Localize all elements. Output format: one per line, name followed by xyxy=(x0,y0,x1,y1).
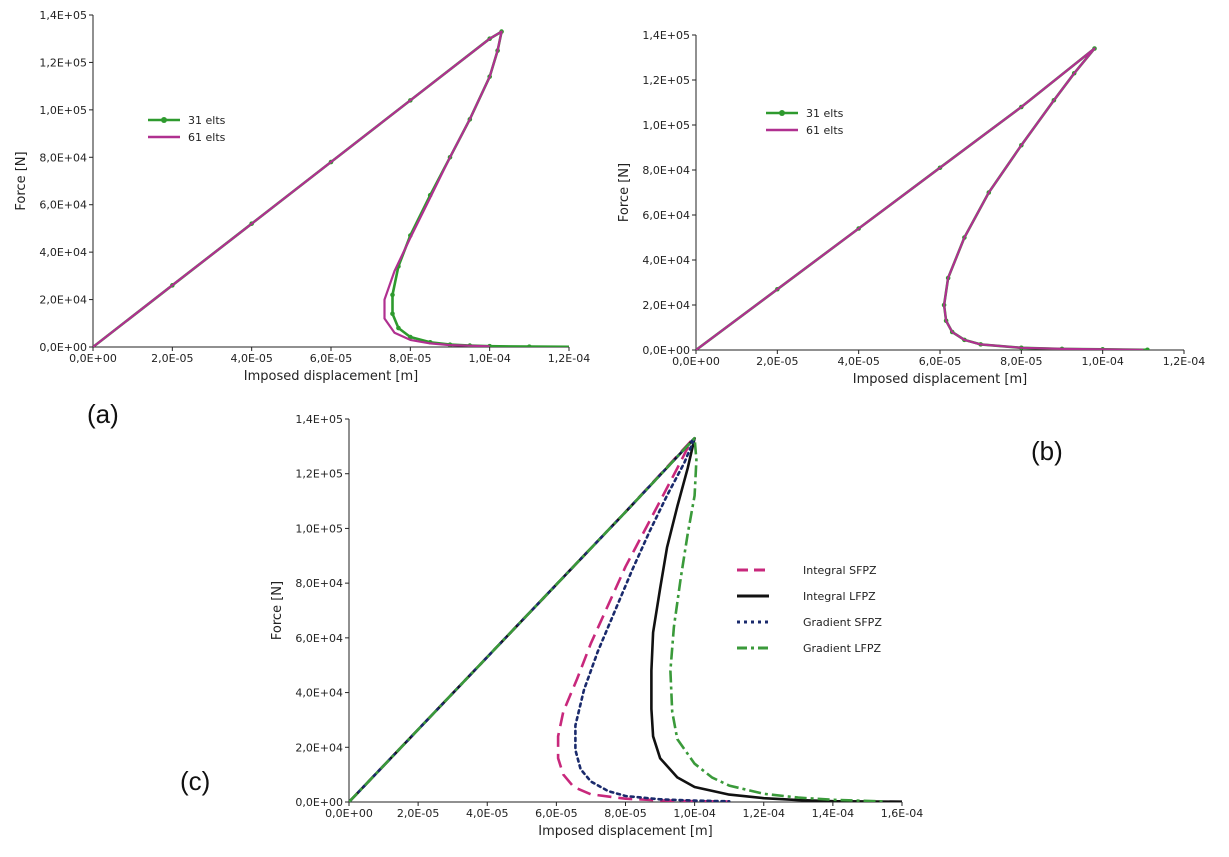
x-tick-label: 4,0E-05 xyxy=(837,355,879,368)
chart-b: 0,0E+00 2,0E-05 4,0E-05 6,0E-05 8,0E-05 1,0E-… xyxy=(617,29,1205,387)
x-tick-label: 0,0E+00 xyxy=(69,352,117,365)
x-tick-label: 2,0E-05 xyxy=(397,807,439,820)
series-point xyxy=(527,344,532,347)
x-tick-label: 6,0E-05 xyxy=(919,355,961,368)
panel-label-b: (b) xyxy=(1031,436,1063,466)
series-point xyxy=(583,345,588,350)
x-tick-label: 1,2E-04 xyxy=(548,352,590,365)
x-tick-label: 1,6E-04 xyxy=(881,807,923,820)
x-axis-label: Imposed displacement [m] xyxy=(538,824,712,839)
x-tick-label: 1,0E-04 xyxy=(673,807,715,820)
series-point xyxy=(1145,347,1150,350)
x-tick-label: 1,0E-04 xyxy=(1081,355,1123,368)
series-line-integral-sfpz xyxy=(349,439,730,802)
y-tick-label: 1,2E+05 xyxy=(39,56,87,69)
plot-area xyxy=(349,436,902,802)
series-point xyxy=(396,325,401,331)
y-tick-label: 8,0E+04 xyxy=(39,151,87,164)
y-tick-label: 6,0E+04 xyxy=(295,632,343,645)
y-tick-label: 8,0E+04 xyxy=(642,164,690,177)
x-tick-label: 8,0E-05 xyxy=(1000,355,1042,368)
series-line-61-elts xyxy=(93,30,503,347)
legend-label: 61 elts xyxy=(188,131,226,144)
chart-a: 0,0E+00 2,0E-05 4,0E-05 6,0E-05 8,0E-05 1,0E-… xyxy=(14,9,590,384)
panel-label-c: (c) xyxy=(180,766,210,796)
y-tick-label: 0,0E+00 xyxy=(295,796,343,809)
y-tick-label: 1,4E+05 xyxy=(642,29,690,42)
legend-marker xyxy=(161,117,167,123)
y-tick-label: 1,0E+05 xyxy=(39,104,87,117)
x-tick-label: 2,0E-05 xyxy=(756,355,798,368)
plot-area xyxy=(93,29,588,350)
legend-label: Gradient SFPZ xyxy=(803,616,882,629)
y-tick-label: 1,2E+05 xyxy=(295,468,343,481)
x-axis-label: Imposed displacement [m] xyxy=(853,372,1027,387)
legend-label: 61 elts xyxy=(806,124,844,137)
x-tick-label: 8,0E-05 xyxy=(389,352,431,365)
y-tick-label: 1,0E+05 xyxy=(295,522,343,535)
y-tick-label: 8,0E+04 xyxy=(295,577,343,590)
series-line-61-elts xyxy=(696,47,1144,350)
plot-area xyxy=(696,46,1150,350)
y-tick-label: 1,2E+05 xyxy=(642,74,690,87)
y-tick-label: 0,0E+00 xyxy=(39,341,87,354)
y-tick-label: 4,0E+04 xyxy=(39,246,87,259)
y-tick-label: 6,0E+04 xyxy=(642,209,690,222)
x-axis-label: Imposed displacement [m] xyxy=(244,369,418,384)
series-point xyxy=(390,292,395,298)
y-tick-label: 4,0E+04 xyxy=(295,687,343,700)
x-tick-label: 6,0E-05 xyxy=(535,807,577,820)
y-tick-label: 1,0E+05 xyxy=(642,119,690,132)
series-line-gradient-sfpz xyxy=(349,436,731,802)
series-line-31-elts xyxy=(93,30,569,347)
legend-marker xyxy=(779,110,785,116)
y-tick-label: 2,0E+04 xyxy=(39,294,87,307)
series-point xyxy=(408,334,413,340)
x-tick-label: 1,2E-04 xyxy=(743,807,785,820)
x-tick-label: 0,0E+00 xyxy=(325,807,373,820)
x-tick-label: 0,0E+00 xyxy=(672,355,720,368)
legend-label: 31 elts xyxy=(806,107,844,120)
x-tick-label: 2,0E-05 xyxy=(151,352,193,365)
legend-label: Integral LFPZ xyxy=(803,590,876,603)
y-tick-label: 1,4E+05 xyxy=(39,9,87,22)
panel-label-a: (a) xyxy=(87,399,119,429)
y-tick-label: 2,0E+04 xyxy=(642,299,690,312)
x-tick-label: 6,0E-05 xyxy=(310,352,352,365)
x-tick-label: 8,0E-05 xyxy=(604,807,646,820)
x-tick-label: 1,0E-04 xyxy=(468,352,510,365)
y-axis-label: Force [N] xyxy=(270,581,285,640)
x-tick-label: 1,2E-04 xyxy=(1163,355,1205,368)
x-tick-label: 4,0E-05 xyxy=(466,807,508,820)
legend-label: Gradient LFPZ xyxy=(803,642,881,655)
y-axis-label: Force [N] xyxy=(617,163,632,222)
series-line-31-elts xyxy=(696,47,1148,350)
y-tick-label: 2,0E+04 xyxy=(295,741,343,754)
y-tick-label: 1,4E+05 xyxy=(295,413,343,426)
legend-label: 31 elts xyxy=(188,114,226,127)
y-tick-label: 4,0E+04 xyxy=(642,254,690,267)
x-tick-label: 1,4E-04 xyxy=(812,807,854,820)
series-point xyxy=(390,311,395,317)
y-tick-label: 0,0E+00 xyxy=(642,344,690,357)
chart-c: 0,0E+00 2,0E-05 4,0E-05 6,0E-05 8,0E-05 1,0E-… xyxy=(270,413,923,839)
x-tick-label: 4,0E-05 xyxy=(230,352,272,365)
y-axis-label: Force [N] xyxy=(14,151,29,210)
y-tick-label: 6,0E+04 xyxy=(39,199,87,212)
legend-label: Integral SFPZ xyxy=(803,564,877,577)
